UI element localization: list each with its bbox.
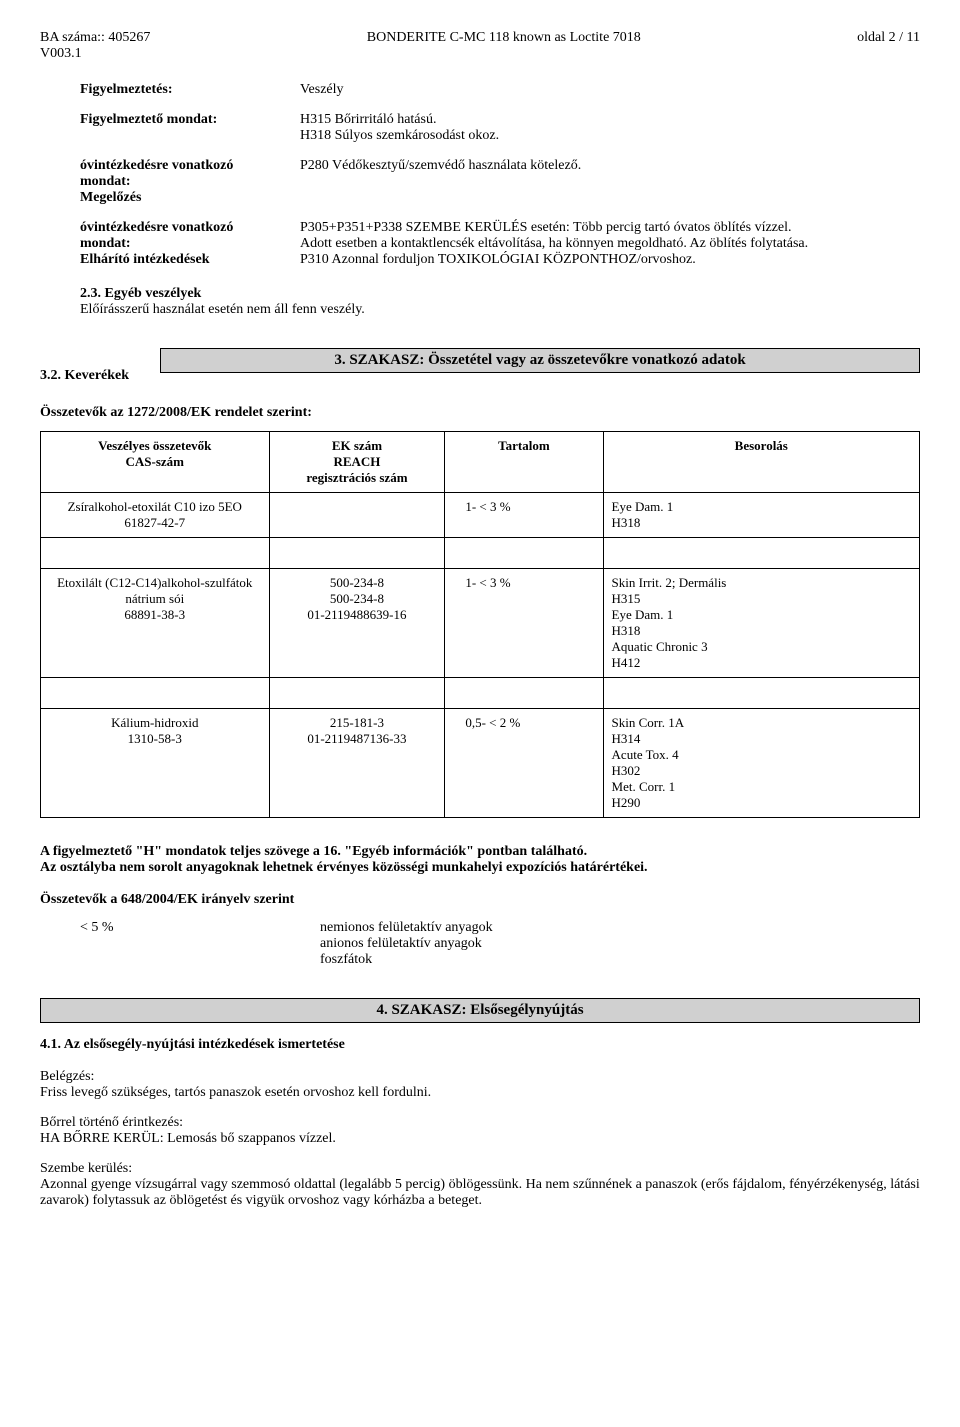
- composition-table: Veszélyes összetevők CAS-szám EK szám RE…: [40, 431, 920, 818]
- th-ek-b: REACH: [278, 454, 437, 470]
- r3-ek1: 215-181-3: [278, 715, 437, 731]
- r3-class4: H302: [612, 763, 911, 779]
- r2-class1: Skin Irrit. 2; Dermális: [612, 575, 911, 591]
- r2-content: 1- < 3 %: [445, 569, 603, 678]
- r1-cas: 61827-42-7: [49, 515, 261, 531]
- page-header: BA száma:: 405267 V003.1 BONDERITE C-MC …: [40, 30, 920, 62]
- prevention-label: óvintézkedésre vonatkozó mondat: Megelőz…: [80, 158, 300, 206]
- table-row: Zsíralkohol-etoxilát C10 izo 5EO 61827-4…: [41, 493, 920, 538]
- section-4-1-heading: 4.1. Az elsősegély-nyújtási intézkedések…: [40, 1037, 920, 1053]
- th-component-a: Veszélyes összetevők: [49, 438, 261, 454]
- r2-class2: H315: [612, 591, 911, 607]
- response-line-1: P305+P351+P338 SZEMBE KERÜLÉS esetén: Tö…: [300, 220, 920, 236]
- r1-class1: Eye Dam. 1: [612, 499, 911, 515]
- r3-name: Kálium-hidroxid: [49, 715, 261, 731]
- r1-ek: [269, 493, 445, 538]
- h-statements-note: A figyelmeztető "H" mondatok teljes szöv…: [40, 844, 920, 860]
- r3-class2: H314: [612, 731, 911, 747]
- r2-sub: nátrium sói: [49, 591, 261, 607]
- section-3-title: 3. SZAKASZ: Összetétel vagy az összetevő…: [160, 348, 920, 373]
- section-2-3-text: Előírásszerű használat esetén nem áll fe…: [80, 302, 920, 318]
- r3-class5: Met. Corr. 1: [612, 779, 911, 795]
- page-number: oldal 2 / 11: [857, 30, 920, 62]
- prevention-label-1: óvintézkedésre vonatkozó: [80, 158, 300, 174]
- r3-class1: Skin Corr. 1A: [612, 715, 911, 731]
- s648-line2: anionos felületaktív anyagok: [320, 936, 920, 952]
- s648-heading: Összetevők a 648/2004/EK irányelv szerin…: [40, 892, 920, 908]
- exposure-limits-note: Az osztályba nem sorolt anyagoknak lehet…: [40, 860, 920, 876]
- section-4-title: 4. SZAKASZ: Elsősegélynyújtás: [40, 998, 920, 1023]
- response-label-1: óvintézkedésre vonatkozó: [80, 220, 300, 236]
- s648-line3: foszfátok: [320, 952, 920, 968]
- section-3-2-heading: 3.2. Keverékek: [40, 334, 160, 384]
- s648-percent: < 5 %: [80, 920, 320, 968]
- inhalation-heading: Belégzés:: [40, 1069, 920, 1085]
- r2-class3: Eye Dam. 1: [612, 607, 911, 623]
- eye-contact-text: Azonnal gyenge vízsugárral vagy szemmosó…: [40, 1177, 920, 1209]
- th-ek: EK szám REACH regisztrációs szám: [269, 432, 445, 493]
- version: V003.1: [40, 46, 150, 62]
- th-component: Veszélyes összetevők CAS-szám: [41, 432, 270, 493]
- signal-word-value: Veszély: [300, 82, 920, 98]
- skin-contact-text: HA BŐRRE KERÜL: Lemosás bő szappanos víz…: [40, 1131, 920, 1147]
- s648-line1: nemionos felületaktív anyagok: [320, 920, 920, 936]
- r1-name: Zsíralkohol-etoxilát C10 izo 5EO: [49, 499, 261, 515]
- signal-word-label: Figyelmeztetés:: [80, 82, 300, 98]
- table-row: Etoxilált (C12-C14)alkohol-szulfátok nát…: [41, 569, 920, 678]
- r2-class6: H412: [612, 655, 911, 671]
- th-content: Tartalom: [445, 432, 603, 493]
- inhalation-text: Friss levegő szükséges, tartós panaszok …: [40, 1085, 920, 1101]
- prevention-label-3: Megelőzés: [80, 190, 300, 206]
- section-2-3-heading: 2.3. Egyéb veszélyek: [80, 286, 920, 302]
- r3-ek2: 01-2119487136-33: [278, 731, 437, 747]
- response-label: óvintézkedésre vonatkozó mondat: Elhárít…: [80, 220, 300, 268]
- r2-class5: Aquatic Chronic 3: [612, 639, 911, 655]
- r3-content: 0,5- < 2 %: [445, 709, 603, 818]
- r1-class2: H318: [612, 515, 911, 531]
- composition-heading: Összetevők az 1272/2008/EK rendelet szer…: [40, 405, 920, 421]
- r2-ek2: 500-234-8: [278, 591, 437, 607]
- th-ek-c: regisztrációs szám: [278, 470, 437, 486]
- r3-cas: 1310-58-3: [49, 731, 261, 747]
- r2-ek3: 01-2119488639-16: [278, 607, 437, 623]
- hazard-h318: H318 Súlyos szemkárosodást okoz.: [300, 128, 920, 144]
- r2-cas: 68891-38-3: [49, 607, 261, 623]
- r3-class6: H290: [612, 795, 911, 811]
- skin-contact-heading: Bőrrel történő érintkezés:: [40, 1115, 920, 1131]
- th-ek-a: EK szám: [278, 438, 437, 454]
- response-line-3: P310 Azonnal forduljon TOXIKOLÓGIAI KÖZP…: [300, 252, 920, 268]
- r1-content: 1- < 3 %: [445, 493, 603, 538]
- r2-ek1: 500-234-8: [278, 575, 437, 591]
- response-line-2: Adott esetben a kontaktlencsék eltávolít…: [300, 236, 920, 252]
- th-classification: Besorolás: [603, 432, 919, 493]
- response-label-3: Elhárító intézkedések: [80, 252, 300, 268]
- prevention-value: P280 Védőkesztyű/szemvédő használata köt…: [300, 158, 920, 206]
- ba-number: BA száma:: 405267: [40, 30, 150, 46]
- product-title: BONDERITE C-MC 118 known as Loctite 7018: [150, 30, 857, 62]
- hazard-h315: H315 Bőrirritáló hatású.: [300, 112, 920, 128]
- table-row: Kálium-hidroxid 1310-58-3 215-181-3 01-2…: [41, 709, 920, 818]
- r2-class4: H318: [612, 623, 911, 639]
- hazard-statement-label: Figyelmeztető mondat:: [80, 112, 300, 144]
- prevention-label-2: mondat:: [80, 174, 300, 190]
- r2-name: Etoxilált (C12-C14)alkohol-szulfátok: [49, 575, 261, 591]
- th-component-b: CAS-szám: [49, 454, 261, 470]
- response-label-2: mondat:: [80, 236, 300, 252]
- eye-contact-heading: Szembe kerülés:: [40, 1161, 920, 1177]
- r3-class3: Acute Tox. 4: [612, 747, 911, 763]
